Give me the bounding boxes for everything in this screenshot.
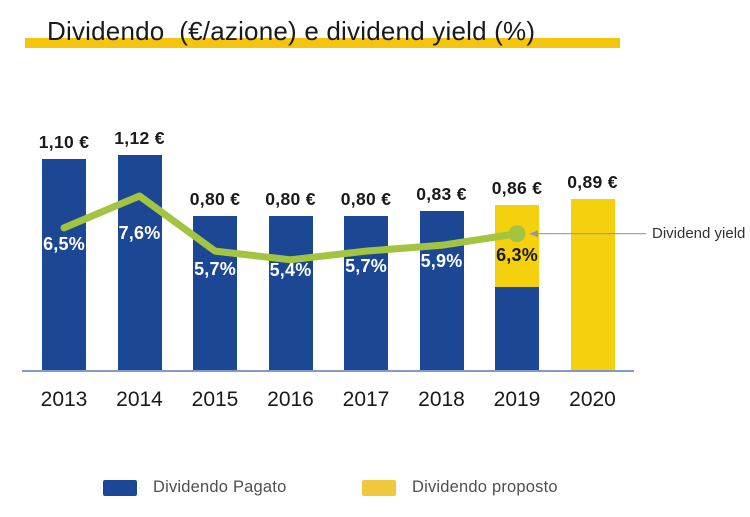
yield-label-2019: 6,3% xyxy=(496,245,538,265)
title-highlight-bar xyxy=(25,38,620,48)
bar-value-label-2016: 0,80 € xyxy=(265,189,316,210)
bar-paid-2019 xyxy=(495,287,539,370)
year-label-2019: 2019 xyxy=(493,388,541,411)
yield-label-2018: 5,9% xyxy=(420,251,463,271)
dividend-yield-annotation: Dividend yield xyxy=(652,224,746,242)
legend-swatch-paid xyxy=(103,479,137,496)
bar-value-label-2013: 1,10 € xyxy=(38,131,90,152)
bar-value-label-2015: 0,80 € xyxy=(189,189,241,210)
bar-value-label-2014: 1,12 € xyxy=(114,127,165,148)
chart-header: Dividendo (€/azione) e dividend yield (%… xyxy=(0,0,750,70)
year-label-2015: 2015 xyxy=(191,388,239,411)
legend-item-dividendo-pagato: Dividendo Pagato xyxy=(103,478,286,497)
bar-value-label-2020: 0,89 € xyxy=(567,172,618,193)
legend-label-proposed: Dividendo proposto xyxy=(412,478,558,496)
year-label-2016: 2016 xyxy=(267,388,314,411)
bar-value-label-2019: 0,86 € xyxy=(491,177,543,198)
chart-title: Dividendo (€/azione) e dividend yield (%… xyxy=(47,16,536,46)
bar-value-label-2017: 0,80 € xyxy=(340,189,392,210)
bar-value-label-2018: 0,83 € xyxy=(416,183,467,204)
year-label-2013: 2013 xyxy=(40,388,88,411)
legend-label-paid: Dividendo Pagato xyxy=(153,478,287,496)
year-label-2020: 2020 xyxy=(569,388,616,411)
yield-label-2014: 7,6% xyxy=(118,223,161,243)
yield-label-2017: 5,7% xyxy=(345,256,387,276)
legend-swatch-proposed xyxy=(362,479,396,496)
year-label-2018: 2018 xyxy=(418,388,465,411)
legend-item-dividendo-proposto: Dividendo proposto xyxy=(362,478,558,497)
yield-label-2013: 6,5% xyxy=(43,234,85,254)
yield-label-2015: 5,7% xyxy=(194,259,236,279)
yield-label-2016: 5,4% xyxy=(269,260,312,280)
year-label-2017: 2017 xyxy=(342,388,390,411)
year-label-2014: 2014 xyxy=(116,388,163,411)
bar-proposed-2020 xyxy=(570,199,615,370)
x-axis-line xyxy=(22,370,634,372)
